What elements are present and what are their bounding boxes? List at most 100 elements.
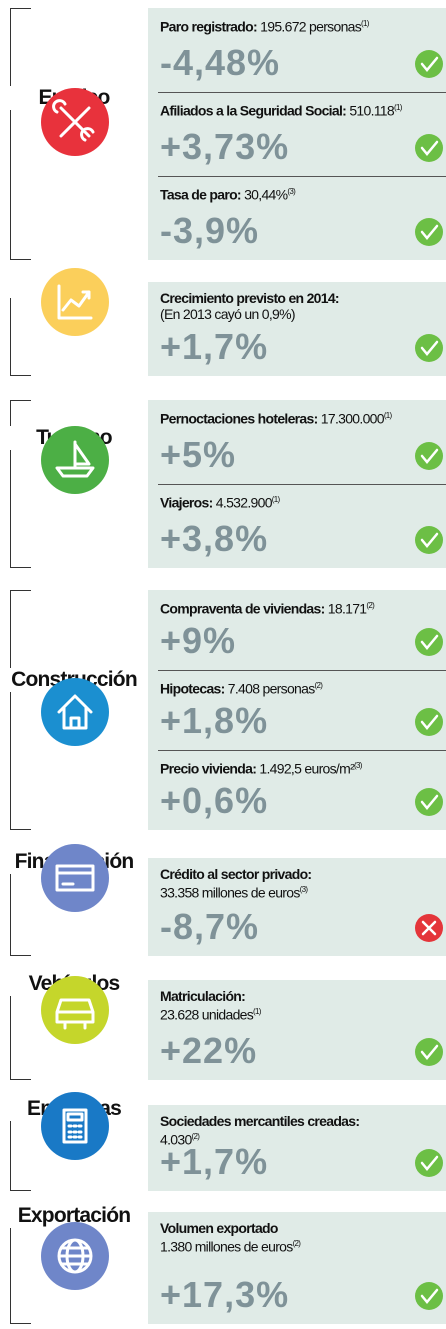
item: Sociedades mercantiles creadas: 4.030(2) +… (148, 1105, 446, 1191)
item-detail: 195.672 personas (260, 18, 362, 35)
icon-glyph (55, 864, 95, 892)
status-icon (415, 628, 443, 656)
item-note: (2) (366, 601, 375, 610)
item-change: +1,7% (160, 326, 269, 367)
item-note: (2) (314, 681, 323, 690)
item-title: Paro registrado: 195.672 personas(1) (160, 16, 369, 35)
section-icon (41, 426, 109, 494)
item-change: +9% (160, 620, 237, 661)
item-note: (1) (253, 1007, 261, 1016)
item-change: +5% (160, 434, 237, 475)
section: Matriculación:23.628 unidades(1)+22%Vehí… (0, 972, 446, 1080)
item-heading: Viajeros: (160, 494, 213, 511)
item-title: Viajeros: 4.532.900(1) (160, 492, 280, 511)
item-detail: 510.118 (349, 102, 394, 119)
item: Crédito al sector privado: 33.358 millone… (148, 858, 446, 956)
item-heading: Crédito al sector privado: (160, 866, 312, 882)
item-heading: Paro registrado: (160, 18, 258, 35)
item-heading: Tasa de paro: (160, 186, 242, 203)
icon-glyph (55, 440, 95, 478)
section-icon (41, 976, 109, 1044)
item: Matriculación: 23.628 unidades(1) +22% (148, 980, 446, 1080)
status-icon (415, 1038, 443, 1066)
item-note: (3) (354, 761, 362, 770)
item-detail: 4.532.900 (215, 494, 273, 511)
item: Viajeros: 4.532.900(1) +3,8% (148, 484, 446, 568)
status-icon (415, 788, 443, 816)
status-icon (415, 526, 443, 554)
item-heading: Sociedades mercantiles creadas: (160, 1113, 360, 1129)
item-heading: Afiliados a la Seguridad Social: (160, 102, 347, 119)
icon-glyph (62, 1108, 88, 1144)
item-title: Matriculación: 23.628 unidades(1) (160, 988, 261, 1023)
status-icon (415, 442, 443, 470)
item-detail: 23.628 unidades (160, 1006, 254, 1023)
item: Paro registrado: 195.672 personas(1) -4,4… (148, 8, 446, 92)
item-change: -3,9% (160, 210, 260, 251)
status-icon (415, 1282, 443, 1310)
bracket (10, 590, 31, 830)
item-heading: Precio vivienda: (160, 760, 257, 777)
item-title: Crédito al sector privado: 33.358 millone… (160, 866, 312, 901)
item-title: Hipotecas: 7.408 personas(2) (160, 678, 323, 697)
item-title: Sociedades mercantiles creadas: 4.030(2) (160, 1113, 360, 1148)
item-change: +22% (160, 1030, 258, 1071)
icon-circle (41, 678, 109, 746)
item: Compraventa de viviendas: 18.171(2) +9% (148, 590, 446, 670)
item-title: Compraventa de viviendas: 18.171(2) (160, 598, 375, 617)
section: Sociedades mercantiles creadas: 4.030(2) +… (0, 1092, 446, 1191)
item-detail: 33.358 millones de euros (160, 884, 300, 901)
icon-glyph (57, 284, 93, 320)
item-detail: 30,44% (244, 186, 288, 203)
item-detail: (En 2013 cayó un 0,9%) (160, 306, 296, 322)
status-icon (415, 1149, 443, 1177)
item: Volumen exportado 1.380 millones de euros… (148, 1212, 446, 1324)
item: Tasa de paro: 30,44%(3) -3,9% (148, 176, 446, 260)
item-note: (3) (287, 187, 296, 196)
item-title: Pernoctaciones hoteleras: 17.300.000(1) (160, 408, 392, 427)
bracket (10, 8, 31, 260)
item-heading: Compraventa de viviendas: (160, 600, 325, 617)
item-note: (2) (292, 1239, 301, 1248)
icon-glyph (52, 99, 95, 142)
status-icon (415, 334, 443, 362)
item: Pernoctaciones hoteleras: 17.300.000(1) +… (148, 400, 446, 484)
panel: Crédito al sector privado: 33.358 millone… (148, 858, 446, 956)
section: Paro registrado: 195.672 personas(1) -4,4… (0, 8, 446, 260)
item-title: Afiliados a la Seguridad Social: 510.118… (160, 100, 402, 119)
item: Hipotecas: 7.408 personas(2) +1,8% (148, 670, 446, 750)
section: Crédito al sector privado: 33.358 millone… (0, 844, 446, 956)
item-change: -4,48% (160, 42, 281, 83)
separator (158, 750, 446, 751)
icon-circle (41, 976, 109, 1044)
item-heading: Volumen exportado (160, 1220, 278, 1236)
item: Afiliados a la Seguridad Social: 510.118… (148, 92, 446, 176)
panel: Pernoctaciones hoteleras: 17.300.000(1) +… (148, 400, 446, 568)
status-icon (415, 218, 443, 246)
icon-circle (41, 844, 109, 912)
item-change: +3,73% (160, 126, 290, 167)
separator (158, 484, 446, 485)
bracket (10, 400, 31, 568)
section: Pernoctaciones hoteleras: 17.300.000(1) +… (0, 400, 446, 568)
item-detail: 1.380 millones de euros (160, 1238, 293, 1255)
item-title: Tasa de paro: 30,44%(3) (160, 184, 296, 203)
item-detail: 7.408 personas (227, 680, 315, 697)
item-heading: Hipotecas: (160, 680, 225, 697)
icon-glyph (57, 1238, 93, 1274)
item-change: +3,8% (160, 518, 269, 559)
section-icon (41, 844, 109, 912)
section: Volumen exportado 1.380 millones de euros… (0, 1204, 446, 1324)
panel: Matriculación: 23.628 unidades(1) +22% (148, 980, 446, 1080)
section: Crecimiento previsto en 2014: (En 2013 ca… (0, 268, 446, 376)
section-label: Exportación (0, 1204, 148, 1228)
panel: Compraventa de viviendas: 18.171(2) +9% Hi… (148, 590, 446, 830)
item-note: (1) (361, 19, 369, 28)
item-note: (1) (271, 495, 280, 504)
icon-glyph (55, 998, 95, 1030)
bracket (10, 1212, 31, 1324)
status-icon (415, 914, 443, 942)
item: Crecimiento previsto en 2014: (En 2013 ca… (148, 282, 446, 376)
item-detail: 17.300.000 (320, 410, 385, 427)
